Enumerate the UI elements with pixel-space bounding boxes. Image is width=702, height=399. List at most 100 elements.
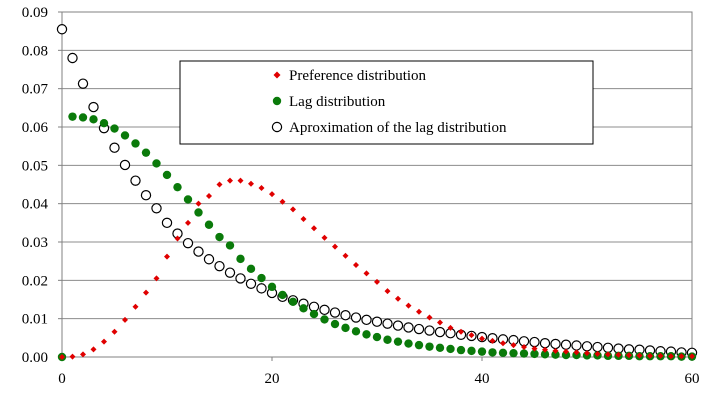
y-tick-label: 0.08	[22, 43, 48, 59]
y-tick-label: 0.01	[22, 312, 48, 328]
preference-point	[80, 351, 86, 358]
legend-open-circle-marker	[271, 121, 283, 133]
preference-point	[552, 347, 559, 354]
preference-point	[122, 316, 128, 323]
legend-label-preference: Preference distribution	[289, 68, 427, 84]
points-layer	[56, 24, 698, 362]
preference-point	[248, 180, 254, 187]
preference-point	[447, 324, 454, 331]
approximation-point	[109, 142, 120, 153]
approximation-point	[319, 304, 330, 316]
lag-point	[425, 342, 434, 351]
lag-point	[257, 273, 266, 283]
preference-point	[101, 338, 107, 345]
preference-point	[594, 350, 601, 357]
preference-point	[279, 198, 286, 205]
approximation-point	[350, 312, 362, 323]
lag-point	[519, 349, 529, 358]
approximation-point	[203, 254, 215, 265]
lag-point	[141, 148, 151, 157]
preference-point	[678, 353, 685, 360]
preference-point	[479, 335, 485, 342]
series-0	[59, 177, 695, 360]
legend-entry-approximation: Aproximation of the lag distribution	[271, 120, 507, 136]
preference-point	[668, 353, 674, 360]
approximation-point	[424, 325, 435, 336]
lag-point	[99, 118, 109, 128]
lag-point	[89, 115, 98, 124]
preference-point	[132, 303, 139, 310]
lag-point	[362, 330, 371, 339]
approximation-point	[560, 339, 572, 350]
preference-point	[510, 342, 517, 349]
approximation-point	[130, 175, 141, 186]
preference-point	[227, 177, 233, 184]
approximation-point	[256, 283, 267, 294]
approximation-point	[67, 52, 78, 64]
preference-point	[584, 350, 590, 357]
preference-point	[605, 351, 611, 358]
lag-point	[78, 113, 88, 122]
approximation-point	[161, 217, 173, 229]
lag-point	[435, 343, 445, 352]
preference-point	[185, 219, 191, 226]
preference-point	[531, 345, 538, 352]
lag-point	[267, 282, 277, 292]
legend-marker-lag	[272, 96, 282, 106]
preference-point	[311, 225, 317, 232]
lag-point	[110, 124, 119, 133]
approximation-point	[529, 336, 540, 348]
lag-point	[236, 254, 245, 264]
approximation-point	[361, 314, 372, 326]
lag-point	[162, 170, 172, 180]
lag-point	[194, 208, 203, 217]
approximation-point	[151, 203, 162, 214]
y-tick-label: 0.03	[22, 235, 48, 251]
lag-point	[509, 348, 518, 358]
approximation-point	[581, 341, 593, 352]
approximation-point	[235, 273, 246, 284]
legend-label-approximation: Aproximation of the lag distribution	[289, 120, 507, 136]
y-tick-label: 0.07	[22, 82, 49, 98]
lag-point	[467, 346, 476, 356]
preference-point	[500, 340, 506, 347]
approximation-point	[193, 246, 204, 257]
lag-point	[278, 290, 287, 300]
preference-point	[216, 181, 223, 188]
preference-point	[290, 206, 296, 213]
preference-point	[269, 191, 275, 198]
preference-point	[416, 308, 422, 315]
preference-point	[405, 302, 412, 309]
x-tick-label: 60	[685, 371, 700, 387]
approximation-point	[329, 307, 341, 318]
preference-point	[321, 234, 328, 241]
y-tick-label: 0.04	[22, 197, 49, 213]
lag-point	[393, 337, 403, 346]
legend-filled-circle-marker	[272, 96, 282, 106]
approximation-point	[182, 237, 194, 249]
approximation-point	[371, 316, 383, 327]
approximation-point	[550, 338, 561, 350]
legend-marker-preference	[273, 71, 281, 79]
lag-point	[561, 350, 571, 360]
approximation-point	[392, 320, 404, 331]
approximation-point	[382, 318, 393, 329]
preference-point	[573, 349, 580, 356]
preference-point	[143, 289, 149, 296]
preference-point	[468, 332, 475, 339]
preference-point	[153, 275, 160, 282]
preference-point	[395, 295, 401, 302]
preference-point	[489, 337, 496, 344]
preference-point	[206, 193, 212, 199]
preference-point	[384, 288, 391, 295]
preference-point	[458, 328, 464, 335]
preference-point	[111, 328, 118, 335]
y-tick-label: 0.00	[22, 350, 48, 366]
lag-point	[498, 348, 508, 357]
lag-point	[414, 340, 424, 350]
lag-point	[404, 339, 413, 348]
preference-point	[300, 216, 307, 222]
y-tick-label: 0.05	[22, 158, 48, 174]
